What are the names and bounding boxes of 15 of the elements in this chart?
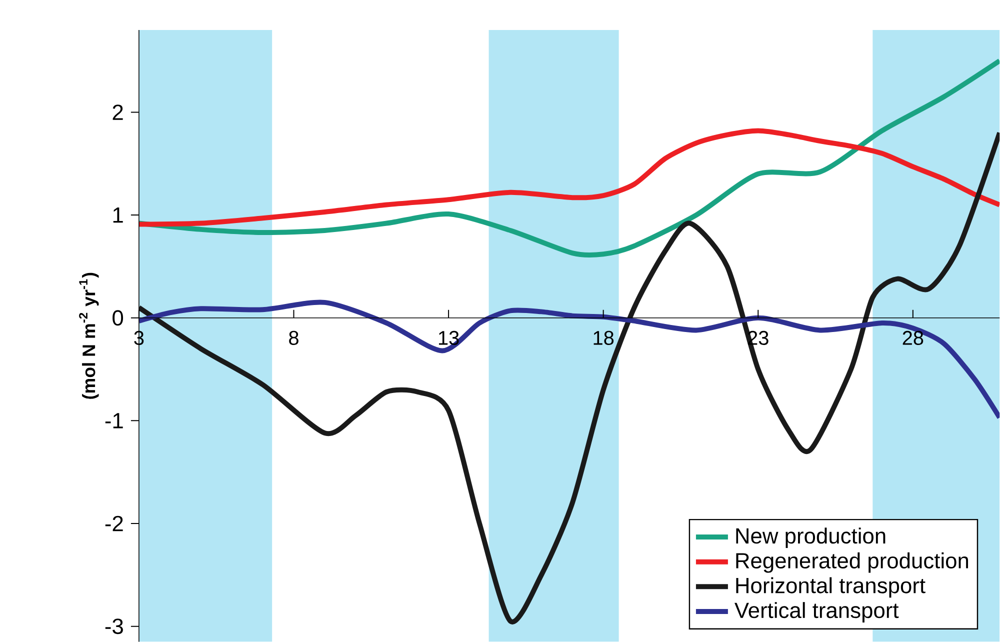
legend-label: New production — [736, 528, 886, 548]
x-tick-label: 28 — [902, 330, 924, 345]
legend-label: Regenerated production — [736, 552, 968, 573]
y-tick-label: -2 — [105, 516, 123, 532]
y-tick-label: 2 — [112, 104, 123, 120]
legend-label: Horizontal transport — [736, 577, 926, 598]
x-tick-label: 8 — [289, 330, 298, 345]
x-tick-label: 18 — [594, 330, 614, 345]
y-axis-title: (mol N m$^{-2}$ yr$^{-1}$) — [79, 272, 99, 399]
y-tick-label: 1 — [113, 207, 123, 223]
x-tick-label: 13 — [438, 330, 459, 345]
y-tick-label: -1 — [105, 413, 123, 428]
y-tick-label: 0 — [112, 310, 124, 326]
y-tick-label: -3 — [105, 618, 123, 634]
legend-label: Vertical transport — [734, 602, 899, 622]
